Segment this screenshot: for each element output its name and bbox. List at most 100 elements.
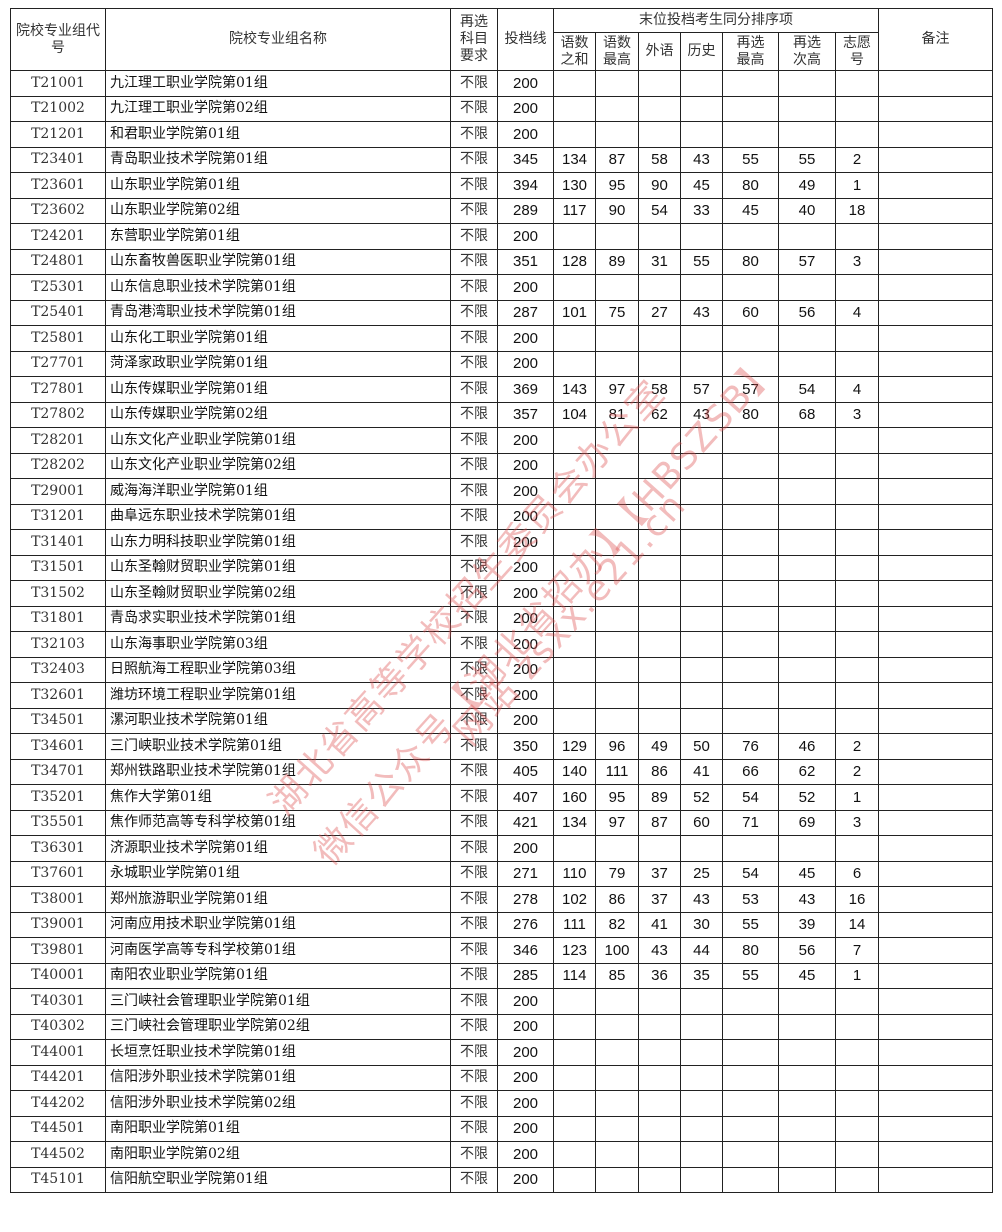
elective-second-cell: [778, 223, 836, 250]
sum-chinese-math-cell: 111: [553, 911, 596, 938]
preference-no-cell: [835, 1064, 879, 1091]
preference-no-cell: 4: [835, 376, 879, 403]
elective-second-cell: [778, 835, 836, 862]
notes-cell: [878, 809, 993, 836]
sum-chinese-math-cell: [553, 1039, 596, 1066]
notes-cell: [878, 529, 993, 556]
notes-cell: [878, 1039, 993, 1066]
elective-max-cell: [722, 554, 779, 581]
elective-second-cell: 45: [778, 962, 836, 989]
max-chinese-math-cell: 86: [595, 886, 639, 913]
history-cell: [680, 988, 723, 1015]
preference-no-cell: [835, 325, 879, 352]
sum-chinese-math-cell: [553, 325, 596, 352]
history-cell: 50: [680, 733, 723, 760]
max-chinese-math-cell: [595, 325, 639, 352]
preference-no-cell: 2: [835, 733, 879, 760]
group-name-cell: 三门峡职业技术学院第01组: [105, 733, 451, 760]
preference-no-cell: [835, 1141, 879, 1168]
history-cell: [680, 1115, 723, 1142]
group-name-cell: 山东海事职业学院第03组: [105, 631, 451, 658]
elective-max-cell: 60: [722, 299, 779, 326]
admission-line-cell: 405: [497, 758, 554, 785]
history-cell: 45: [680, 172, 723, 199]
notes-cell: [878, 733, 993, 760]
sum-chinese-math-cell: [553, 478, 596, 505]
sum-chinese-math-cell: [553, 223, 596, 250]
table-row: T38001 郑州旅游职业学院第01组 不限 278 102 86 37 43 53 43 16: [10, 886, 993, 913]
admission-line-cell: 200: [497, 325, 554, 352]
max-chinese-math-cell: [595, 503, 639, 530]
elective-second-cell: [778, 95, 836, 122]
header-sub: 历史: [680, 32, 723, 71]
subject-requirement-cell: 不限: [450, 427, 498, 454]
table-row: T23401 青岛职业技术学院第01组 不限 345 134 87 58 43 55 55 2: [10, 146, 993, 173]
group-name-cell: 济源职业技术学院第01组: [105, 835, 451, 862]
group-code-cell: T28202: [10, 452, 106, 479]
table-row: T44501 南阳职业学院第01组 不限 200: [10, 1115, 993, 1142]
history-cell: 44: [680, 937, 723, 964]
group-name-cell: 长垣烹饪职业技术学院第01组: [105, 1039, 451, 1066]
table-row: T44001 长垣烹饪职业技术学院第01组 不限 200: [10, 1039, 993, 1066]
notes-cell: [878, 580, 993, 607]
max-chinese-math-cell: 90: [595, 197, 639, 224]
subject-requirement-cell: 不限: [450, 860, 498, 887]
sum-chinese-math-cell: 117: [553, 197, 596, 224]
table-row: T23602 山东职业学院第02组 不限 289 117 90 54 33 45 40 18: [10, 197, 993, 224]
max-chinese-math-cell: [595, 835, 639, 862]
foreign-language-cell: 90: [638, 172, 681, 199]
elective-second-cell: [778, 1166, 836, 1193]
foreign-language-cell: 37: [638, 886, 681, 913]
history-cell: 57: [680, 376, 723, 403]
notes-cell: [878, 274, 993, 301]
group-name-cell: 山东力明科技职业学院第01组: [105, 529, 451, 556]
group-code-cell: T21201: [10, 121, 106, 148]
sum-chinese-math-cell: [553, 452, 596, 479]
group-code-cell: T34701: [10, 758, 106, 785]
admission-line-cell: 200: [497, 554, 554, 581]
group-name-cell: 南阳农业职业学院第01组: [105, 962, 451, 989]
table-row: T24801 山东畜牧兽医职业学院第01组 不限 351 128 89 31 55 80 57 3: [10, 248, 993, 275]
elective-max-cell: 80: [722, 937, 779, 964]
group-name-cell: 信阳航空职业学院第01组: [105, 1166, 451, 1193]
elective-max-cell: 54: [722, 784, 779, 811]
notes-cell: [878, 554, 993, 581]
admission-line-cell: 200: [497, 452, 554, 479]
admission-line-cell: 200: [497, 1090, 554, 1117]
foreign-language-cell: [638, 478, 681, 505]
subject-requirement-cell: 不限: [450, 835, 498, 862]
foreign-language-cell: [638, 580, 681, 607]
max-chinese-math-cell: [595, 274, 639, 301]
foreign-language-cell: 87: [638, 809, 681, 836]
group-code-cell: T29001: [10, 478, 106, 505]
preference-no-cell: 1: [835, 962, 879, 989]
max-chinese-math-cell: 111: [595, 758, 639, 785]
admission-line-cell: 200: [497, 529, 554, 556]
elective-max-cell: [722, 1115, 779, 1142]
preference-no-cell: 16: [835, 886, 879, 913]
elective-max-cell: [722, 1141, 779, 1168]
notes-cell: [878, 707, 993, 734]
max-chinese-math-cell: [595, 95, 639, 122]
foreign-language-cell: [638, 452, 681, 479]
preference-no-cell: [835, 452, 879, 479]
subject-requirement-cell: 不限: [450, 554, 498, 581]
subject-requirement-cell: 不限: [450, 95, 498, 122]
elective-max-cell: [722, 70, 779, 97]
group-name-cell: 日照航海工程职业学院第03组: [105, 656, 451, 683]
admission-line-cell: 200: [497, 1013, 554, 1040]
notes-cell: [878, 1115, 993, 1142]
admission-line-cell: 200: [497, 835, 554, 862]
group-name-cell: 南阳职业学院第01组: [105, 1115, 451, 1142]
subject-requirement-cell: 不限: [450, 784, 498, 811]
history-cell: [680, 1013, 723, 1040]
table-row: T31801 青岛求实职业技术学院第01组 不限 200: [10, 605, 993, 632]
preference-no-cell: [835, 656, 879, 683]
group-code-cell: T32601: [10, 682, 106, 709]
table-row: T39001 河南应用技术职业学院第01组 不限 276 111 82 41 30 55 39 14: [10, 911, 993, 938]
foreign-language-cell: [638, 605, 681, 632]
notes-cell: [878, 452, 993, 479]
preference-no-cell: [835, 223, 879, 250]
admission-line-cell: 200: [497, 70, 554, 97]
notes-cell: [878, 962, 993, 989]
